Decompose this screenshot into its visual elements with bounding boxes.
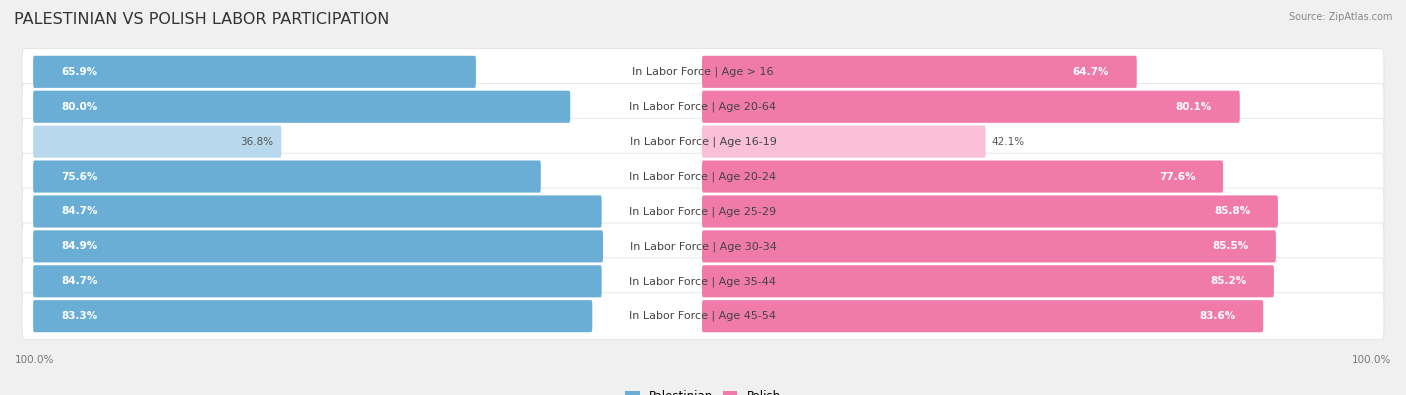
FancyBboxPatch shape [22,49,1384,95]
FancyBboxPatch shape [22,223,1384,270]
FancyBboxPatch shape [34,196,602,228]
Text: In Labor Force | Age 30-34: In Labor Force | Age 30-34 [630,241,776,252]
Text: 84.9%: 84.9% [60,241,97,251]
FancyBboxPatch shape [22,118,1384,165]
Text: In Labor Force | Age 20-64: In Labor Force | Age 20-64 [630,102,776,112]
Text: 83.3%: 83.3% [60,311,97,321]
Legend: Palestinian, Polish: Palestinian, Polish [621,385,785,395]
FancyBboxPatch shape [34,300,592,332]
FancyBboxPatch shape [34,91,571,123]
Text: In Labor Force | Age 16-19: In Labor Force | Age 16-19 [630,136,776,147]
FancyBboxPatch shape [22,258,1384,305]
FancyBboxPatch shape [34,56,475,88]
FancyBboxPatch shape [702,56,1137,88]
FancyBboxPatch shape [22,153,1384,200]
Text: In Labor Force | Age 20-24: In Labor Force | Age 20-24 [630,171,776,182]
Text: 80.1%: 80.1% [1175,102,1212,112]
Text: 84.7%: 84.7% [60,276,97,286]
Text: 83.6%: 83.6% [1199,311,1236,321]
FancyBboxPatch shape [702,196,1278,228]
FancyBboxPatch shape [702,300,1263,332]
Text: 65.9%: 65.9% [60,67,97,77]
FancyBboxPatch shape [34,160,541,193]
Text: 85.5%: 85.5% [1212,241,1249,251]
Text: In Labor Force | Age 35-44: In Labor Force | Age 35-44 [630,276,776,286]
Text: In Labor Force | Age 25-29: In Labor Force | Age 25-29 [630,206,776,217]
FancyBboxPatch shape [34,265,602,297]
FancyBboxPatch shape [34,230,603,262]
FancyBboxPatch shape [34,126,281,158]
Text: 36.8%: 36.8% [240,137,274,147]
Text: 42.1%: 42.1% [991,137,1025,147]
Text: 84.7%: 84.7% [60,207,97,216]
FancyBboxPatch shape [702,91,1240,123]
Text: 85.8%: 85.8% [1213,207,1250,216]
Text: PALESTINIAN VS POLISH LABOR PARTICIPATION: PALESTINIAN VS POLISH LABOR PARTICIPATIO… [14,12,389,27]
Text: Source: ZipAtlas.com: Source: ZipAtlas.com [1288,12,1392,22]
Text: In Labor Force | Age > 16: In Labor Force | Age > 16 [633,67,773,77]
FancyBboxPatch shape [702,230,1275,262]
FancyBboxPatch shape [702,126,986,158]
Text: In Labor Force | Age 45-54: In Labor Force | Age 45-54 [630,311,776,322]
FancyBboxPatch shape [22,188,1384,235]
Text: 77.6%: 77.6% [1159,171,1195,182]
FancyBboxPatch shape [22,293,1384,340]
Text: 64.7%: 64.7% [1073,67,1109,77]
FancyBboxPatch shape [22,83,1384,130]
Text: 85.2%: 85.2% [1211,276,1246,286]
FancyBboxPatch shape [702,160,1223,193]
Text: 80.0%: 80.0% [60,102,97,112]
FancyBboxPatch shape [702,265,1274,297]
Text: 75.6%: 75.6% [60,171,97,182]
